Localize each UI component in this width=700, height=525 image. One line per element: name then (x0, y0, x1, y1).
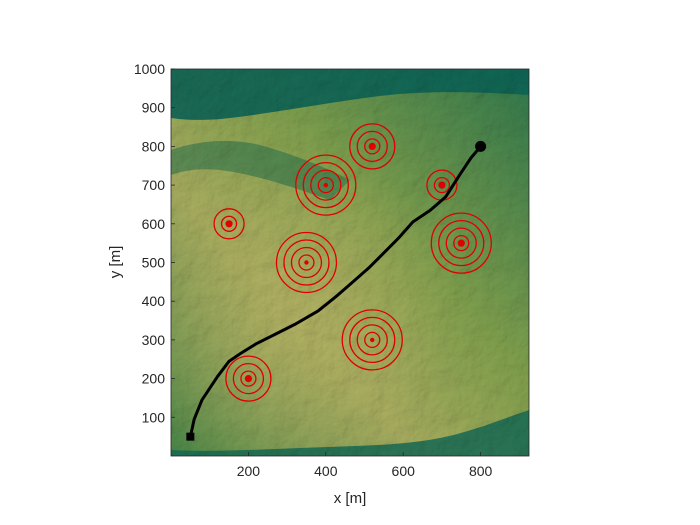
threat-ring (356, 130, 388, 163)
y-axis-label: y [m] (107, 246, 124, 279)
threat-center-point (368, 142, 376, 150)
y-tick-label: 400 (142, 293, 166, 309)
threat-ring (445, 227, 477, 259)
x-tick-label: 800 (469, 463, 493, 479)
y-tick-label: 600 (142, 216, 166, 232)
y-tick-label: 1000 (134, 61, 165, 77)
threat-ring (213, 208, 245, 240)
threat-ring (349, 123, 396, 170)
y-tick-label: 200 (142, 371, 166, 387)
threat-ring (453, 234, 470, 252)
y-tick-label: 900 (142, 100, 166, 116)
y-axis: 100 200 300 400 500 600 700 800 900 1000 (134, 61, 175, 425)
plot-area (171, 69, 529, 456)
path-line (188, 145, 482, 437)
threat-zones (213, 123, 492, 402)
y-tick-label: 300 (142, 332, 166, 348)
x-axis: 200 400 600 800 (237, 452, 493, 479)
x-tick-label: 600 (392, 463, 416, 479)
threat-center-point (457, 239, 465, 247)
threat-ring (302, 161, 349, 209)
threat-center-point (304, 260, 309, 265)
x-axis-label: x [m] (334, 490, 367, 507)
threat-center-point (370, 337, 375, 343)
threat-ring (430, 212, 492, 274)
threat-ring (349, 316, 396, 364)
threat-ring (438, 219, 485, 267)
planned-path (186, 140, 487, 441)
terrain-shading (171, 69, 529, 456)
threat-ring (364, 138, 381, 155)
threat-ring (283, 239, 330, 286)
threat-center-point (438, 181, 446, 189)
threat-ring (232, 362, 265, 395)
threat-ring (298, 254, 315, 271)
threat-ring (364, 331, 381, 349)
threat-ring (290, 246, 323, 279)
threat-ring (240, 370, 257, 387)
path-end-marker (475, 140, 487, 152)
y-tick-label: 700 (142, 177, 166, 193)
threat-ring (433, 176, 451, 194)
threat-center-point (323, 182, 329, 188)
threat-ring (295, 154, 357, 216)
threat-center-point (225, 220, 233, 228)
x-tick-label: 400 (314, 463, 338, 479)
y-tick-label: 800 (142, 138, 166, 154)
threat-ring (317, 176, 334, 194)
threat-ring (275, 231, 338, 294)
threat-center-point (244, 375, 253, 383)
threat-ring (220, 215, 238, 232)
y-tick-label: 100 (142, 409, 166, 425)
y-tick-label: 500 (142, 255, 166, 271)
threat-ring (225, 355, 272, 402)
x-tick-label: 200 (237, 463, 261, 479)
threat-ring (356, 324, 388, 356)
path-start-marker (186, 432, 195, 441)
threat-ring (341, 309, 403, 371)
threat-ring (310, 169, 342, 201)
